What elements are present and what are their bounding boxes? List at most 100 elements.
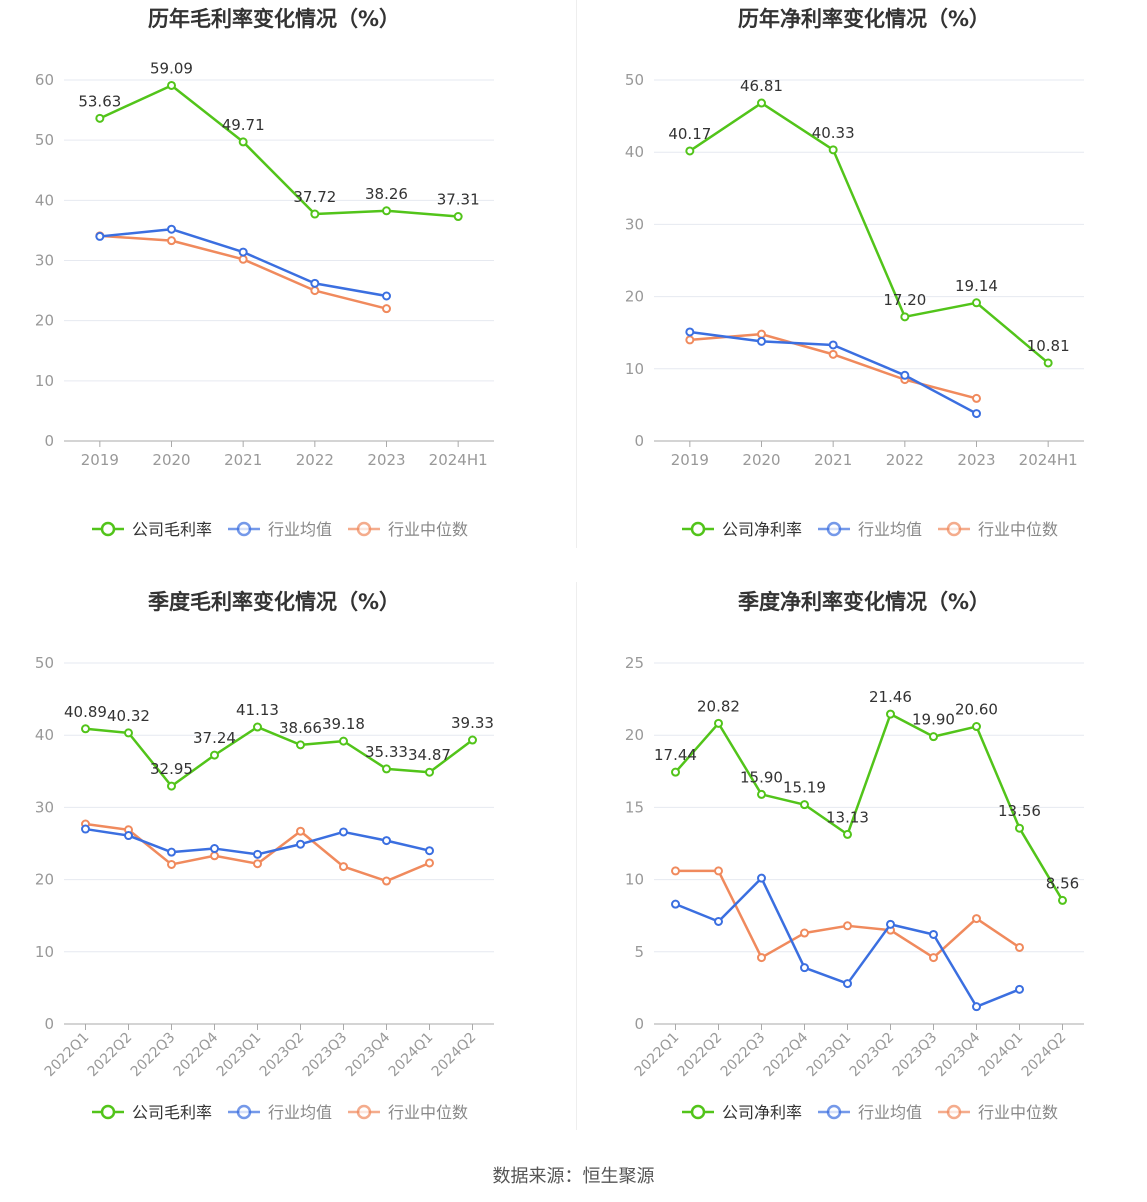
x-tick-label: 2020 — [152, 451, 190, 469]
x-tick-label: 2023Q2 — [847, 1030, 898, 1081]
series-line-0 — [689, 101, 1049, 364]
y-tick-label: 50 — [35, 131, 54, 149]
data-label: 53.63 — [78, 92, 121, 110]
y-tick-label: 20 — [35, 871, 54, 889]
data-point — [900, 370, 910, 380]
data-label: 21.46 — [869, 688, 912, 706]
legend-label: 行业中位数 — [978, 1103, 1058, 1122]
data-point — [382, 764, 391, 774]
data-point — [828, 145, 838, 155]
data-point — [210, 844, 219, 854]
data-point — [253, 859, 262, 869]
data-point — [382, 876, 391, 886]
x-tick-label: 2022Q3 — [128, 1030, 179, 1081]
data-label: 38.66 — [279, 719, 322, 737]
data-label: 38.26 — [365, 185, 408, 203]
data-point — [81, 824, 90, 834]
x-tick-label: 2024Q2 — [429, 1030, 480, 1081]
legend-marker — [946, 521, 962, 537]
legend-label: 公司毛利率 — [132, 1103, 212, 1122]
data-point — [310, 209, 320, 219]
x-tick-label: 2023 — [957, 451, 995, 469]
data-point — [296, 839, 305, 849]
y-tick-label: 10 — [35, 943, 54, 961]
data-point — [757, 789, 766, 799]
data-point — [757, 98, 766, 108]
y-tick-label: 50 — [625, 71, 644, 89]
legend-label: 行业均值 — [268, 1103, 332, 1122]
chart-panel-4: 季度净利率变化情况（%） 0 5 10 15 20 25 2022Q12022Q22022Q3… — [625, 590, 1084, 1122]
data-point — [95, 231, 105, 241]
data-label: 32.95 — [150, 760, 193, 778]
data-point — [167, 859, 176, 869]
x-tick-label: 2022Q4 — [761, 1029, 812, 1080]
data-label: 19.14 — [955, 277, 998, 295]
series-line-0 — [85, 725, 474, 788]
x-tick-label: 2023 — [367, 451, 405, 469]
legend: 公司净利率 行业均值 行业中位数 — [682, 1103, 1058, 1122]
legend-marker — [236, 1104, 252, 1120]
x-tick-label: 2022Q1 — [42, 1030, 93, 1081]
data-point — [828, 340, 838, 350]
data-label: 20.60 — [955, 701, 998, 719]
data-point — [1015, 942, 1024, 952]
data-point — [382, 836, 391, 846]
data-point — [886, 709, 895, 719]
data-label: 35.33 — [365, 743, 408, 761]
data-label: 40.17 — [668, 125, 711, 143]
data-point — [339, 736, 348, 746]
data-point — [339, 827, 348, 837]
data-point — [425, 858, 434, 868]
data-label: 37.31 — [437, 191, 480, 209]
legend-label: 行业中位数 — [388, 1103, 468, 1122]
chart-panel-1: 历年毛利率变化情况（%） 0 10 20 30 40 50 60 2019 2020 2021 202… — [35, 7, 494, 539]
chart-panel-2: 历年净利率变化情况（%） 0 10 20 30 40 50 2019 2020 2021 2022 2… — [625, 7, 1084, 539]
data-point — [167, 847, 176, 857]
data-point — [425, 846, 434, 856]
x-tick-label: 2024Q2 — [1019, 1030, 1070, 1081]
data-point — [671, 866, 680, 876]
data-point — [382, 304, 391, 314]
data-point — [253, 722, 262, 732]
y-tick-label: 10 — [625, 871, 644, 889]
x-tick-label: 2023Q1 — [214, 1030, 265, 1081]
data-point — [800, 928, 809, 938]
y-tick-label: 0 — [634, 1015, 644, 1033]
data-point — [800, 800, 809, 810]
y-tick-label: 40 — [35, 726, 54, 744]
data-label: 13.56 — [998, 802, 1041, 820]
x-tick-label: 2023Q4 — [343, 1029, 394, 1080]
data-point — [468, 735, 477, 745]
data-point — [671, 767, 680, 777]
x-tick-label: 2022 — [296, 451, 334, 469]
vertical-divider-top — [576, 0, 577, 548]
y-tick-label: 20 — [35, 312, 54, 330]
y-tick-label: 30 — [35, 252, 54, 270]
data-point — [929, 929, 938, 939]
x-tick-label: 2022Q1 — [632, 1030, 683, 1081]
data-point — [296, 826, 305, 836]
x-tick-label: 2021 — [224, 451, 262, 469]
data-point — [1015, 984, 1024, 994]
data-point — [757, 953, 766, 963]
data-point — [296, 740, 305, 750]
data-point — [310, 286, 320, 296]
y-tick-label: 20 — [625, 726, 644, 744]
data-label: 39.33 — [451, 714, 494, 732]
data-label: 39.18 — [322, 715, 365, 733]
x-tick-label: 2024Q1 — [976, 1030, 1027, 1081]
data-point — [800, 963, 809, 973]
data-point — [972, 393, 981, 403]
data-point — [757, 329, 766, 339]
y-tick-label: 10 — [625, 360, 644, 378]
data-label: 17.44 — [654, 746, 697, 764]
data-point — [671, 899, 680, 909]
x-tick-label: 2022Q4 — [171, 1029, 222, 1080]
legend-label: 公司净利率 — [722, 520, 802, 539]
data-label: 41.13 — [236, 701, 279, 719]
data-point — [339, 862, 348, 872]
legend-marker — [690, 1104, 706, 1120]
data-point — [757, 873, 766, 883]
y-tick-label: 0 — [44, 432, 54, 450]
series-line-2 — [99, 234, 387, 310]
